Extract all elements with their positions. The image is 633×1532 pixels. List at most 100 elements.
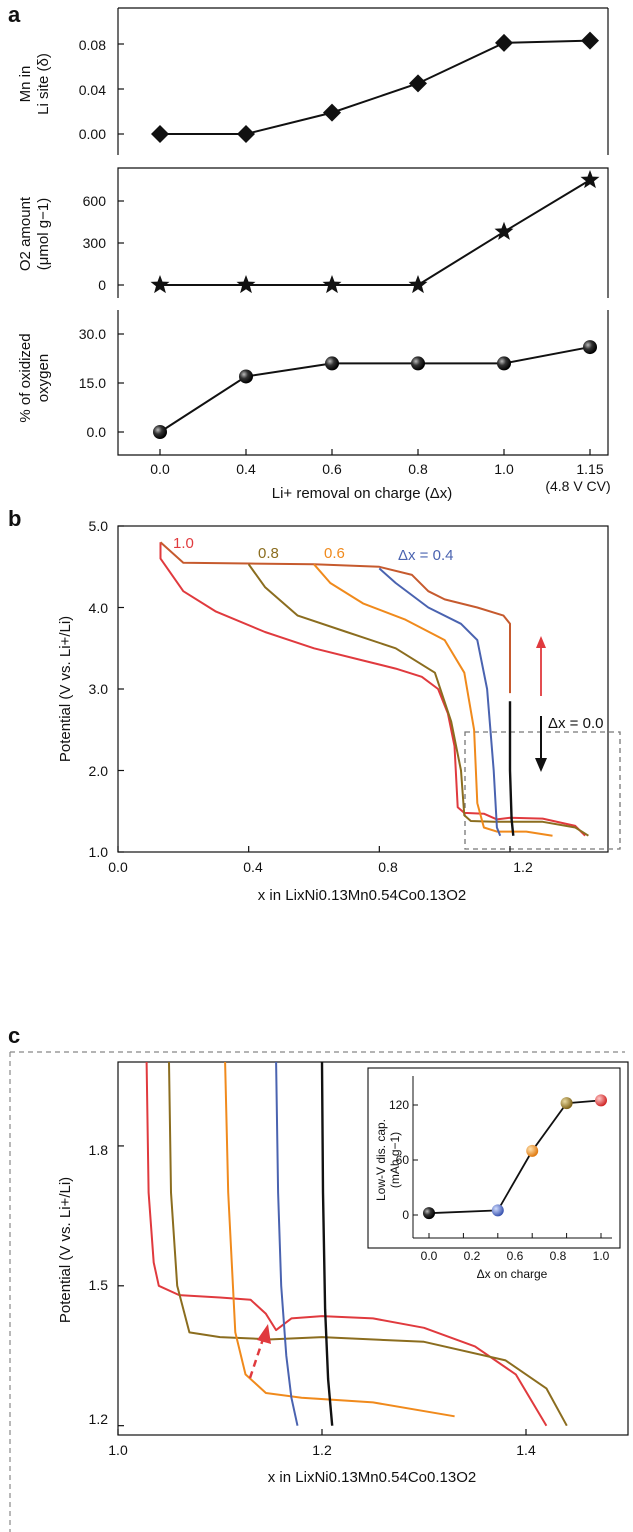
a2-ytick-0: 0 xyxy=(98,277,106,293)
a2-series-line xyxy=(160,179,591,286)
c-curve-dx-1-0 xyxy=(145,1061,548,1427)
a1-diamond-point-1 xyxy=(237,125,255,143)
a-xtick-1: 0.4 xyxy=(236,461,256,477)
b-xlabel: x in LixNi0.13Mn0.54Co0.13O2 xyxy=(258,887,466,904)
c-xtick-1: 1.2 xyxy=(312,1442,332,1458)
b-ytick-0: 1.0 xyxy=(89,844,109,860)
inset-ylabel-line1: Low-V dis. cap. xyxy=(374,1119,388,1201)
c-curve-dx-0-4 xyxy=(275,1061,299,1426)
inset-xtick-3: 0.8 xyxy=(550,1249,567,1263)
c-xtick-0: 1.0 xyxy=(108,1442,128,1458)
b-xtick-2: 0.8 xyxy=(378,859,398,875)
a1-ytick-1: 0.04 xyxy=(79,82,106,98)
panel-c: 1.2 1.5 1.8 1.0 1.2 1.4 x in LixNi0.13Mn… xyxy=(9,1051,629,1532)
inset-point-3 xyxy=(560,1097,573,1110)
a3-sphere-point-3 xyxy=(411,356,425,371)
a1-ytick-0: 0.00 xyxy=(79,126,106,142)
inset-ytick-1: 60 xyxy=(396,1153,410,1167)
c-inset-frame xyxy=(367,1067,621,1249)
panel-a-axes-2 xyxy=(117,167,609,298)
a2-ytick-2: 600 xyxy=(83,193,107,209)
a2-ylabel-line1: O2 amount xyxy=(17,196,34,271)
b-label-0-4: Δx = 0.4 xyxy=(398,547,453,564)
b-label-0-8: 0.8 xyxy=(258,545,279,562)
a2-star-point-3 xyxy=(408,275,428,294)
a3-ytick-2: 30.0 xyxy=(79,326,106,342)
c-xlabel: x in LixNi0.13Mn0.54Co0.13O2 xyxy=(268,1469,476,1486)
a3-sphere-point-4 xyxy=(497,356,511,371)
c-ylabel: Potential (V vs. Li+/Li) xyxy=(57,1177,74,1323)
a-xtick-5-note: (4.8 V CV) xyxy=(545,478,610,494)
a2-star-point-1 xyxy=(236,275,256,294)
a3-ylabel-line2: oxygen xyxy=(35,354,52,402)
b-xtick-3: 1.2 xyxy=(513,859,533,875)
a1-diamond-point-4 xyxy=(495,33,513,52)
inset-point-0 xyxy=(423,1207,435,1220)
c-inset: 0 60 120 0.0 0.2 0.6 0.8 1.0 Δx on charg… xyxy=(367,1067,621,1281)
inset-xtick-1: 0.2 xyxy=(464,1249,481,1263)
a3-sphere-point-1 xyxy=(239,369,253,384)
b-label-0-0: Δx = 0.0 xyxy=(548,715,603,732)
a-xlabel: Li+ removal on charge (Δx) xyxy=(272,485,453,502)
a1-diamond-point-3 xyxy=(409,74,427,93)
inset-ylabel-line2: (mAh g−1) xyxy=(388,1132,402,1188)
inset-xtick-0: 0.0 xyxy=(421,1249,438,1263)
a3-series-line xyxy=(159,346,591,433)
a3-ytick-1: 15.0 xyxy=(79,375,106,391)
b-zoom-box xyxy=(464,731,621,850)
panel-label-b: b xyxy=(8,506,21,531)
a-xtick-2: 0.6 xyxy=(322,461,342,477)
a3-ylabel-line1: % of oxidized xyxy=(17,333,34,422)
a1-diamond-point-5 xyxy=(581,31,599,50)
c-curve-dx-0-6 xyxy=(224,1061,455,1418)
b-label-0-6: 0.6 xyxy=(324,545,345,562)
a2-star-point-2 xyxy=(322,275,342,294)
a3-sphere-point-5 xyxy=(583,340,597,355)
inset-point-4 xyxy=(595,1094,607,1107)
b-axes-frame xyxy=(117,525,609,853)
b-label-1-0: 1.0 xyxy=(173,535,194,552)
b-ytick-3: 4.0 xyxy=(89,600,109,616)
b-ytick-2: 3.0 xyxy=(89,681,109,697)
panel-label-c: c xyxy=(8,1023,20,1048)
inset-xtick-2: 0.6 xyxy=(507,1249,524,1263)
a3-ytick-0: 0.0 xyxy=(87,424,107,440)
inset-point-2 xyxy=(526,1144,539,1157)
b-ytick-4: 5.0 xyxy=(89,518,109,534)
a-xtick-0: 0.0 xyxy=(150,461,170,477)
a3-sphere-point-0 xyxy=(153,425,167,439)
c-ytick-1: 1.5 xyxy=(89,1277,109,1293)
b-black-arrow xyxy=(535,716,547,772)
c-axes-frame xyxy=(117,1061,629,1436)
a2-ytick-1: 300 xyxy=(83,235,107,251)
c-xtick-2: 1.4 xyxy=(516,1442,536,1458)
c-ytick-2: 1.8 xyxy=(89,1142,109,1158)
a1-diamond-point-2 xyxy=(323,103,341,122)
a1-series-line xyxy=(160,39,591,135)
b-xtick-1: 0.4 xyxy=(243,859,263,875)
inset-ytick-2: 120 xyxy=(389,1098,409,1112)
b-curve-dx-1-0 xyxy=(159,542,586,837)
a-xtick-4: 1.0 xyxy=(494,461,514,477)
panel-b: 1.0 2.0 3.0 4.0 5.0 0.0 0.4 0.8 1.2 x in… xyxy=(57,518,621,904)
c-curve-dx-0-8 xyxy=(168,1061,568,1427)
panel-label-a: a xyxy=(8,2,21,27)
c-dashed-red-arrow xyxy=(248,1324,271,1379)
inset-xlabel: Δx on charge xyxy=(477,1267,548,1281)
c-curve-dx-0-0 xyxy=(320,1061,334,1426)
inset-point-1 xyxy=(491,1204,504,1217)
b-curve-dx-0-8 xyxy=(247,563,589,837)
a2-star-point-5 xyxy=(580,170,600,189)
b-curve-dx-0-0 xyxy=(508,701,515,836)
b-curve-dx-0-6 xyxy=(313,563,553,837)
a2-ylabel-line2: (μmol g−1) xyxy=(35,198,52,270)
a2-star-point-4 xyxy=(494,221,514,240)
a1-ylabel-line2: Li site (δ) xyxy=(35,53,52,115)
a3-sphere-point-2 xyxy=(325,356,339,371)
inset-xtick-4: 1.0 xyxy=(593,1249,610,1263)
b-ylabel: Potential (V vs. Li+/Li) xyxy=(57,616,74,762)
a1-diamond-point-0 xyxy=(151,125,169,143)
c-zoom-frame xyxy=(9,1051,625,1532)
panel-a: 0.00 0.04 0.08 0 300 600 0.0 15.0 30.0 M… xyxy=(17,7,611,502)
